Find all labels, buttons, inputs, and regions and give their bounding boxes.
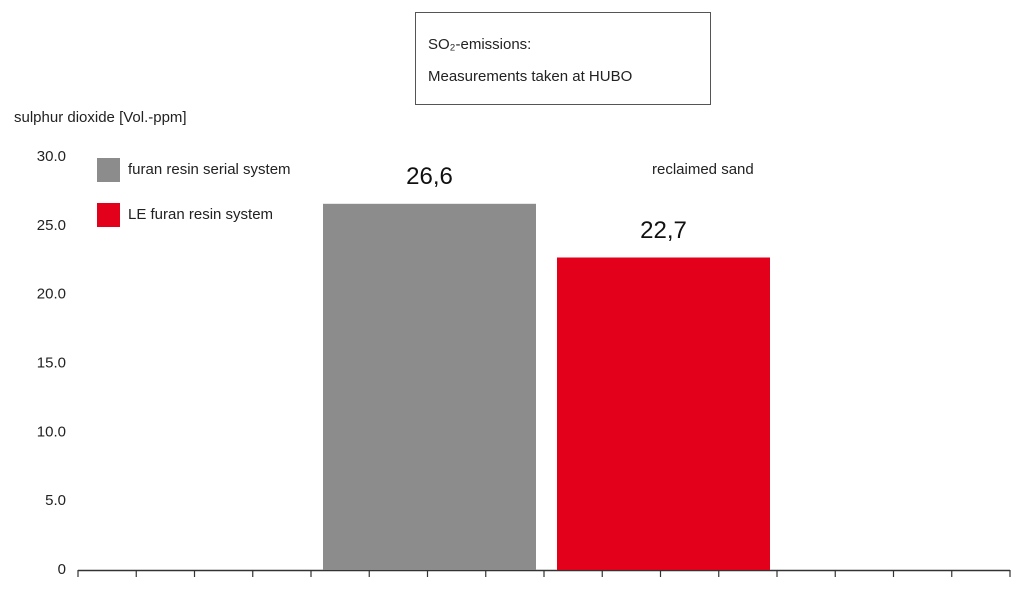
category-label: reclaimed sand — [652, 161, 754, 178]
y-tick-label: 25.0 — [37, 217, 66, 234]
y-axis-label: sulphur dioxide [Vol.-ppm] — [14, 109, 187, 126]
chart-subtitle: Measurements taken at HUBO — [428, 68, 632, 85]
legend-swatch — [97, 203, 120, 227]
y-tick-label: 15.0 — [37, 354, 66, 371]
legend-swatch — [97, 158, 120, 182]
y-tick-label: 5.0 — [45, 492, 66, 509]
bar — [557, 257, 770, 570]
legend-label: LE furan resin system — [128, 206, 273, 223]
x-axis-ticks — [77, 570, 1011, 577]
y-tick-label: 0 — [58, 561, 66, 578]
chart-title: SO₂-emissions: — [428, 36, 531, 53]
y-tick-label: 10.0 — [37, 423, 66, 440]
bar — [323, 203, 536, 570]
title-box — [415, 12, 711, 105]
value-label: 26,6 — [406, 163, 453, 190]
value-label: 22,7 — [640, 217, 687, 244]
y-tick-label: 20.0 — [37, 286, 66, 303]
legend-label: furan resin serial system — [128, 161, 291, 178]
y-tick-label: 30.0 — [37, 148, 66, 165]
